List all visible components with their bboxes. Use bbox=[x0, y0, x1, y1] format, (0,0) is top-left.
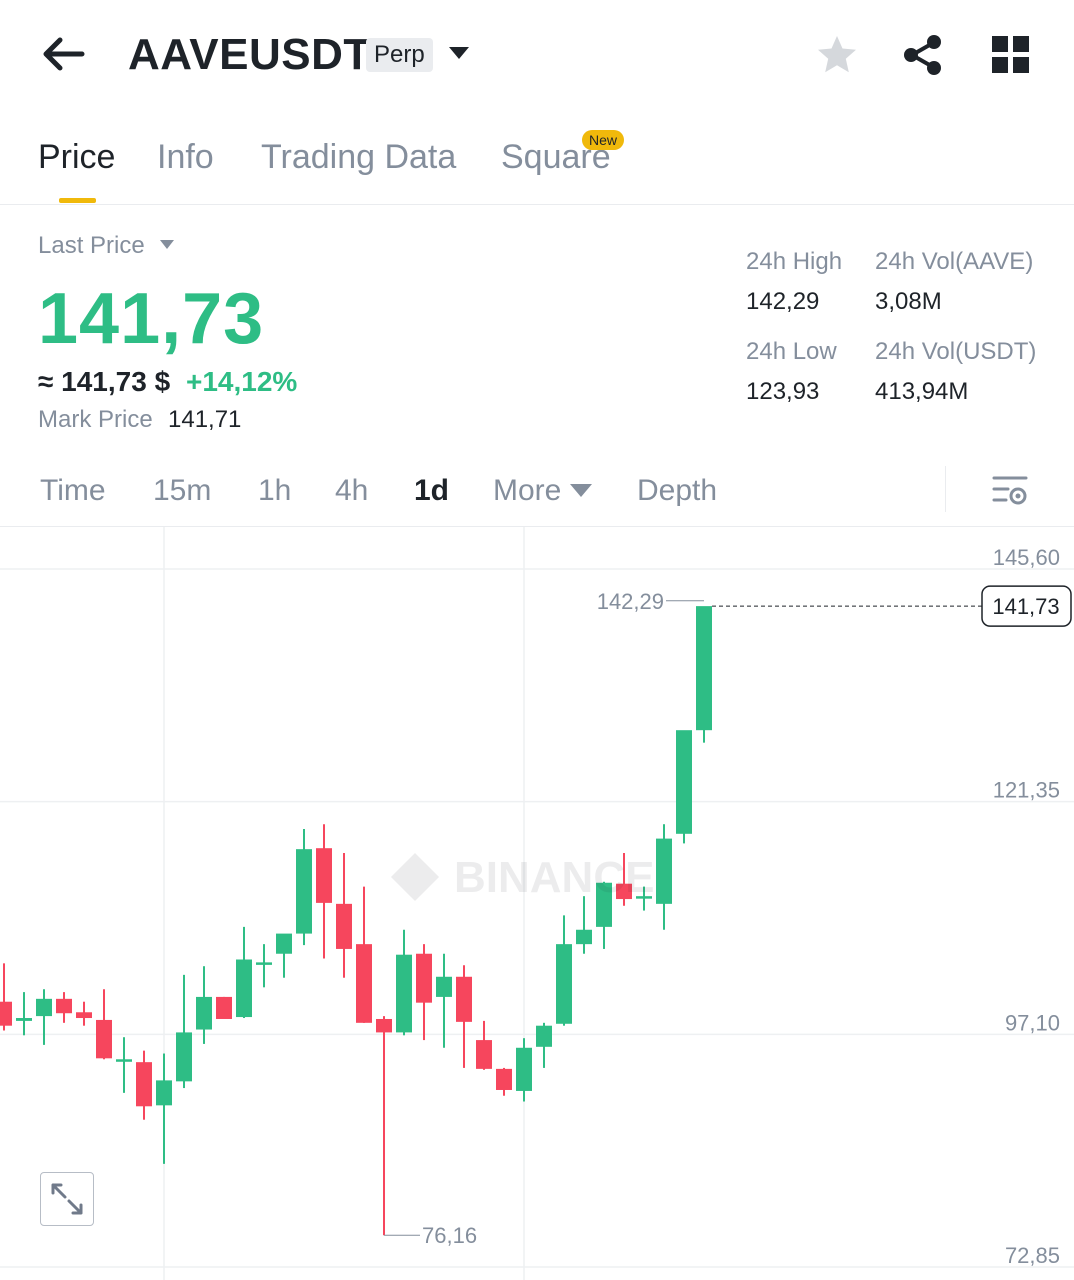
y-tick-label: 145,60 bbox=[993, 545, 1060, 570]
high-24h-value: 142,29 bbox=[746, 288, 820, 315]
last-price-value: 141,73 bbox=[38, 279, 265, 359]
candle-body bbox=[96, 1019, 112, 1059]
star-icon[interactable] bbox=[816, 34, 858, 76]
contract-type-badge: Perp bbox=[366, 38, 433, 72]
low-annotation: 76,16 bbox=[422, 1223, 477, 1248]
current-price-tag bbox=[981, 585, 1072, 627]
fullscreen-button[interactable] bbox=[40, 1172, 94, 1226]
vol-quote-value: 413,94M bbox=[875, 378, 969, 405]
high-24h-label: 24h High bbox=[746, 248, 843, 275]
candle-body bbox=[636, 896, 652, 899]
candle-body bbox=[396, 954, 412, 1033]
low-24h-value: 123,93 bbox=[746, 378, 820, 405]
candle-body bbox=[376, 1018, 392, 1033]
vol-base-label: 24h Vol(AAVE) bbox=[875, 248, 1034, 275]
low-24h-label: 24h Low bbox=[746, 338, 837, 365]
caret-down-icon[interactable] bbox=[160, 240, 174, 250]
candle-body bbox=[556, 944, 572, 1024]
price-change-percent: +14,12% bbox=[186, 366, 298, 397]
binance-watermark-logo: BINANCE bbox=[390, 852, 654, 902]
active-tab-indicator bbox=[59, 198, 96, 203]
candle-body bbox=[0, 1001, 12, 1026]
candle-body bbox=[336, 903, 352, 949]
candle-body bbox=[416, 953, 432, 1003]
candle-body bbox=[256, 962, 272, 965]
tab-price[interactable]: Price bbox=[38, 138, 116, 176]
new-badge: New bbox=[582, 130, 625, 150]
candle-body bbox=[196, 996, 212, 1030]
y-tick-label: 72,85 bbox=[1005, 1243, 1060, 1268]
candle-body bbox=[356, 944, 372, 1023]
candle-body bbox=[136, 1062, 152, 1107]
caret-down-icon[interactable] bbox=[570, 484, 592, 498]
candle-body bbox=[16, 1018, 32, 1021]
approx-usd-value: ≈ 141,73 $ bbox=[38, 366, 171, 397]
grid-menu-icon[interactable] bbox=[992, 36, 1030, 74]
candle-body bbox=[676, 730, 692, 834]
candle-body bbox=[656, 838, 672, 904]
candle-body bbox=[496, 1068, 512, 1090]
candle-body bbox=[216, 996, 232, 1019]
candle-body bbox=[116, 1059, 132, 1062]
candle-body bbox=[296, 849, 312, 934]
last-price-label[interactable]: Last Price bbox=[38, 232, 145, 259]
interval-more[interactable]: More bbox=[493, 474, 562, 507]
tabs-divider bbox=[0, 204, 1074, 205]
toolbar-separator bbox=[945, 466, 946, 512]
candle-body bbox=[276, 933, 292, 954]
candle-body bbox=[616, 883, 632, 900]
candle-body bbox=[576, 929, 592, 945]
interval-15m[interactable]: 15m bbox=[153, 474, 212, 507]
candle-body bbox=[596, 882, 612, 927]
share-icon[interactable] bbox=[902, 34, 944, 76]
back-arrow-icon[interactable] bbox=[38, 34, 88, 74]
candle-body bbox=[516, 1047, 532, 1091]
high-annotation: 142,29 bbox=[597, 589, 664, 614]
candle-body bbox=[436, 976, 452, 997]
chart-top-border bbox=[0, 526, 1074, 527]
interval-1h[interactable]: 1h bbox=[258, 474, 292, 507]
candle-body bbox=[236, 959, 252, 1018]
vol-base-value: 3,08M bbox=[875, 288, 942, 315]
candlestick-chart[interactable]: 145,60 121,35 97,10 72,85 142,29 76,16 141,73 bbox=[0, 527, 1074, 1280]
candle-body bbox=[176, 1032, 192, 1082]
candle-body bbox=[56, 998, 72, 1014]
candle-body bbox=[696, 606, 712, 731]
candle-body bbox=[76, 1012, 92, 1019]
interval-time[interactable]: Time bbox=[40, 474, 106, 507]
y-tick-label: 97,10 bbox=[1005, 1010, 1060, 1035]
current-price-label: 141,73 bbox=[992, 594, 1059, 619]
chart-settings-icon[interactable] bbox=[992, 474, 1028, 508]
mark-price-label: Mark Price bbox=[38, 406, 153, 433]
candle-body bbox=[36, 998, 52, 1017]
svg-text:BINANCE: BINANCE bbox=[454, 853, 654, 902]
candle-body bbox=[456, 976, 472, 1022]
candle-body bbox=[316, 848, 332, 903]
interval-1d[interactable]: 1d bbox=[414, 474, 450, 507]
expand-icon bbox=[51, 1183, 83, 1215]
candle-body bbox=[156, 1080, 172, 1106]
vol-quote-label: 24h Vol(USDT) bbox=[875, 338, 1037, 365]
candle-body bbox=[536, 1025, 552, 1047]
symbol-title[interactable]: AAVEUSDT bbox=[128, 30, 371, 79]
interval-4h[interactable]: 4h bbox=[335, 474, 369, 507]
candle-body bbox=[476, 1040, 492, 1069]
tab-info[interactable]: Info bbox=[157, 138, 214, 176]
interval-depth[interactable]: Depth bbox=[637, 474, 718, 507]
tab-trading-data[interactable]: Trading Data bbox=[261, 138, 457, 176]
mark-price-value: 141,71 bbox=[168, 406, 242, 433]
y-tick-label: 121,35 bbox=[993, 778, 1060, 803]
caret-down-icon[interactable] bbox=[448, 46, 470, 60]
